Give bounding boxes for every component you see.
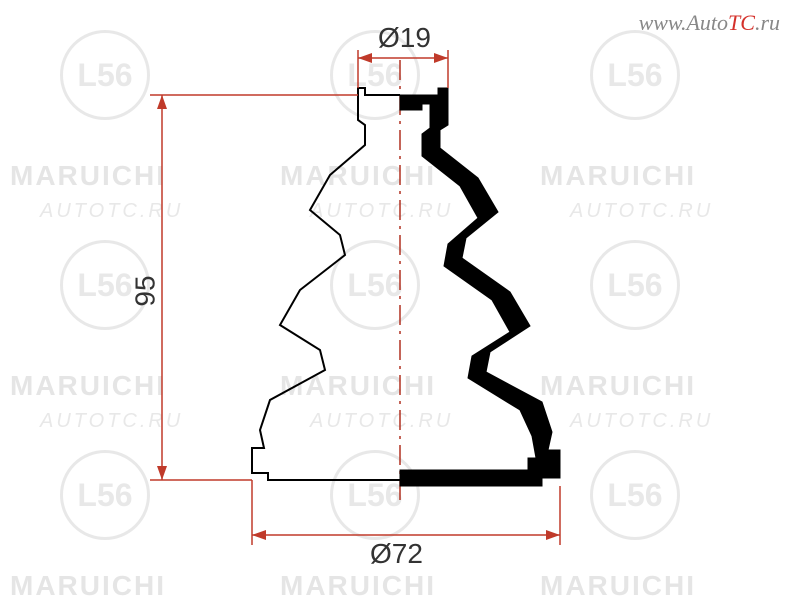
dim-top-diameter: Ø19 [378, 22, 431, 54]
technical-drawing [0, 0, 800, 600]
dim-height: 95 [130, 275, 162, 306]
dim-bottom-diameter: Ø72 [370, 538, 423, 570]
